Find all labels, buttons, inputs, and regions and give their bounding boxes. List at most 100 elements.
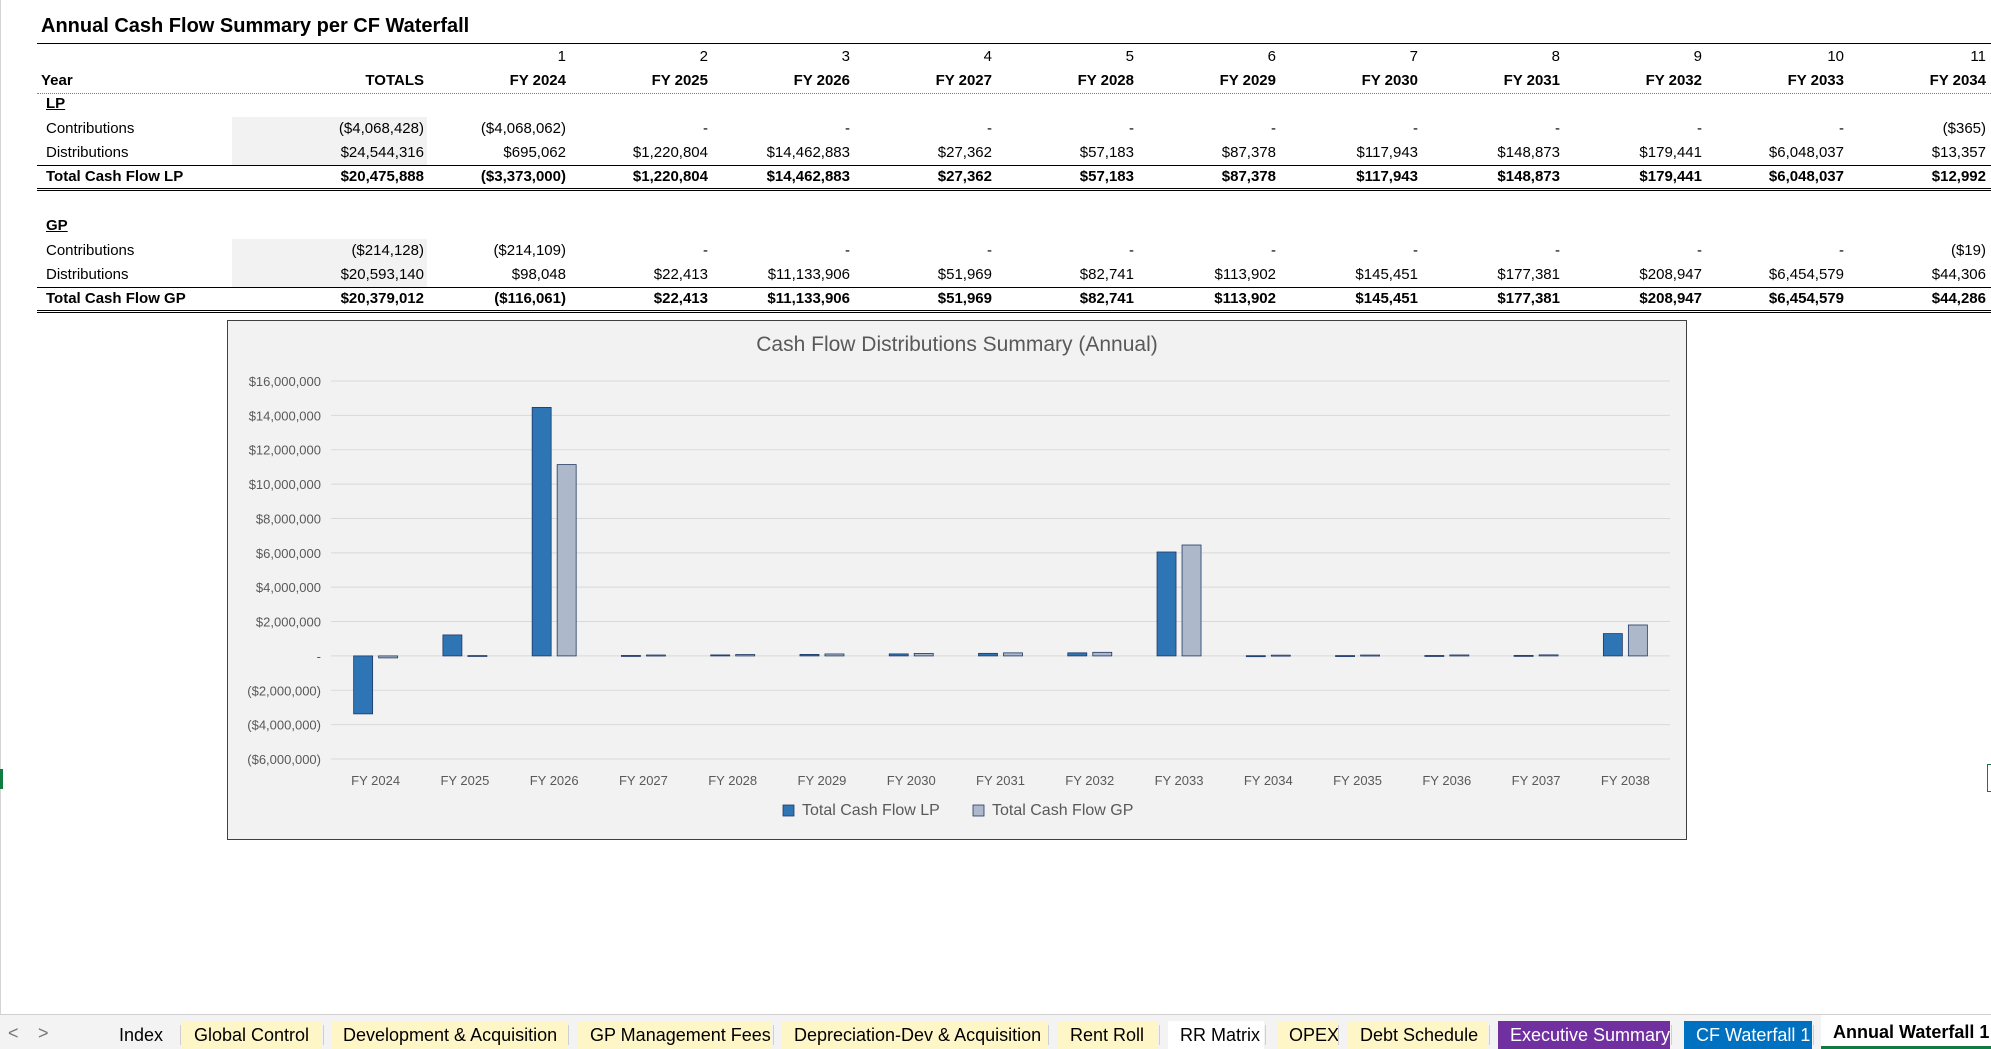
value-cell: - <box>1271 242 1276 259</box>
tab-scroll-right-button[interactable]: > <box>38 1023 49 1043</box>
period-number: 1 <box>557 48 566 65</box>
year-label: Year <box>41 72 73 89</box>
value-cell: $6,454,579 <box>1768 266 1844 283</box>
value-cell: $51,969 <box>937 290 992 307</box>
tab-opex[interactable]: OPEX <box>1277 1021 1339 1049</box>
lp-total-top-rule <box>37 165 1991 166</box>
value-cell: - <box>1413 120 1418 137</box>
totals-cell-shading <box>232 117 427 141</box>
tab-scroll-left-button[interactable]: < <box>8 1023 19 1043</box>
value-cell: $87,378 <box>1221 144 1276 161</box>
tab-development-acquisition[interactable]: Development & Acquisition <box>331 1021 567 1049</box>
y-tick-label: $10,000,000 <box>249 477 321 492</box>
tab-annual-waterfall-1[interactable]: Annual Waterfall 1 <box>1821 1015 1991 1049</box>
tab-cf-waterfall-1[interactable]: CF Waterfall 1 <box>1684 1021 1812 1049</box>
value-cell: - <box>1413 242 1418 259</box>
cash-flow-chart[interactable]: Cash Flow Distributions Summary (Annual)… <box>227 320 1687 840</box>
period-number: 10 <box>1827 48 1844 65</box>
tab-separator <box>568 1025 569 1045</box>
bar-gp <box>1181 544 1202 657</box>
gp-section-label: GP <box>46 217 68 234</box>
lp-total-row: Total Cash Flow LP $20,475,888 ($3,373,000… <box>0 165 1991 189</box>
year-header: FY 2026 <box>793 72 850 89</box>
value-cell: $1,220,804 <box>632 144 708 161</box>
tab-separator <box>1671 1025 1672 1045</box>
lp-distributions-row: Distributions $24,544,316 $695,062 $1,220,8… <box>0 141 1991 165</box>
value-cell: - <box>1697 242 1702 259</box>
row-label: Total Cash Flow GP <box>46 290 186 307</box>
year-header: FY 2024 <box>509 72 566 89</box>
y-tick-label: $2,000,000 <box>256 615 321 630</box>
bar-lp <box>978 652 998 657</box>
year-header: FY 2033 <box>1787 72 1844 89</box>
x-tick-label: FY 2035 <box>1333 773 1382 788</box>
value-cell: $44,306 <box>1931 266 1986 283</box>
bar-gp <box>646 654 666 657</box>
x-tick-label: FY 2030 <box>887 773 936 788</box>
bar-gp <box>1092 651 1113 657</box>
bar-gp <box>467 655 488 657</box>
y-tick-label: - <box>317 649 321 664</box>
bar-lp <box>621 655 641 657</box>
totals-header: TOTALS <box>365 72 424 89</box>
lp-section-label: LP <box>46 95 66 112</box>
lp-total-bottom-rule <box>37 188 1991 191</box>
value-cell: $14,462,883 <box>766 144 850 161</box>
period-number: 2 <box>699 48 708 65</box>
tab-separator <box>773 1025 774 1045</box>
tab-separator <box>1813 1025 1814 1045</box>
bar-gp <box>824 653 845 657</box>
chart-title: Cash Flow Distributions Summary (Annual) <box>756 333 1158 356</box>
value-cell: - <box>1555 242 1560 259</box>
x-tick-label: FY 2027 <box>619 773 668 788</box>
value-cell: $177,381 <box>1497 290 1560 307</box>
value-cell: $148,873 <box>1497 168 1560 185</box>
row-total-cell: $20,475,888 <box>340 168 424 185</box>
y-tick-label: $12,000,000 <box>249 443 321 458</box>
value-cell: $11,133,906 <box>767 266 850 283</box>
value-cell: - <box>1697 120 1702 137</box>
x-tick-label: FY 2028 <box>708 773 757 788</box>
worksheet[interactable]: Annual Cash Flow Summary per CF Waterfal… <box>0 0 1991 1014</box>
totals-cell-shading <box>232 263 427 287</box>
tab-global-control[interactable]: Global Control <box>182 1021 322 1049</box>
period-number: 11 <box>1970 48 1986 65</box>
value-cell: - <box>1839 120 1844 137</box>
row-label: Contributions <box>46 120 135 137</box>
year-header-row: Year TOTALS FY 2024 FY 2025 FY 2026 FY 2027… <box>0 69 1991 93</box>
tab-gp-management-fees[interactable]: GP Management Fees <box>578 1021 772 1049</box>
bar-gp <box>556 464 577 657</box>
row-total-cell: ($214,128) <box>351 242 424 259</box>
value-cell: $117,943 <box>1356 168 1418 185</box>
bar-gp <box>1360 654 1380 657</box>
bar-lp <box>353 655 374 715</box>
year-header: FY 2031 <box>1503 72 1560 89</box>
value-cell: $117,943 <box>1356 144 1418 161</box>
x-tick-label: FY 2037 <box>1512 773 1561 788</box>
bar-lp <box>442 634 463 657</box>
tab-depreciation-dev-acquisition[interactable]: Depreciation-Dev & Acquisition <box>782 1021 1047 1049</box>
tab-rent-roll[interactable]: Rent Roll <box>1058 1021 1158 1049</box>
value-cell: $27,362 <box>937 168 992 185</box>
tab-separator <box>1338 1025 1339 1045</box>
bar-gp <box>1003 652 1023 657</box>
value-cell: $82,741 <box>1079 290 1134 307</box>
row-label: Distributions <box>46 266 129 283</box>
row-label: Total Cash Flow LP <box>46 168 184 185</box>
tab-rr-matrix[interactable]: RR Matrix <box>1168 1021 1264 1049</box>
totals-cell-shading <box>232 141 427 165</box>
tab-index[interactable]: Index <box>107 1021 179 1049</box>
value-cell: $145,451 <box>1355 266 1418 283</box>
tab-debt-schedule[interactable]: Debt Schedule <box>1348 1021 1488 1049</box>
bar-gp <box>378 655 399 659</box>
tab-separator <box>323 1025 324 1045</box>
period-number: 8 <box>1551 48 1560 65</box>
bar-lp <box>1424 655 1445 657</box>
tab-executive-summary[interactable]: Executive Summary <box>1498 1021 1670 1049</box>
value-cell: $113,902 <box>1214 266 1276 283</box>
sheet-tab-bar: < > Index Global Control Development & Acq… <box>0 1014 1991 1049</box>
row-total-cell: $24,544,316 <box>340 144 424 161</box>
value-cell: - <box>1555 120 1560 137</box>
lp-contributions-row: Contributions ($4,068,428) ($4,068,062) - - -… <box>0 117 1991 141</box>
bar-gp <box>1627 624 1648 657</box>
